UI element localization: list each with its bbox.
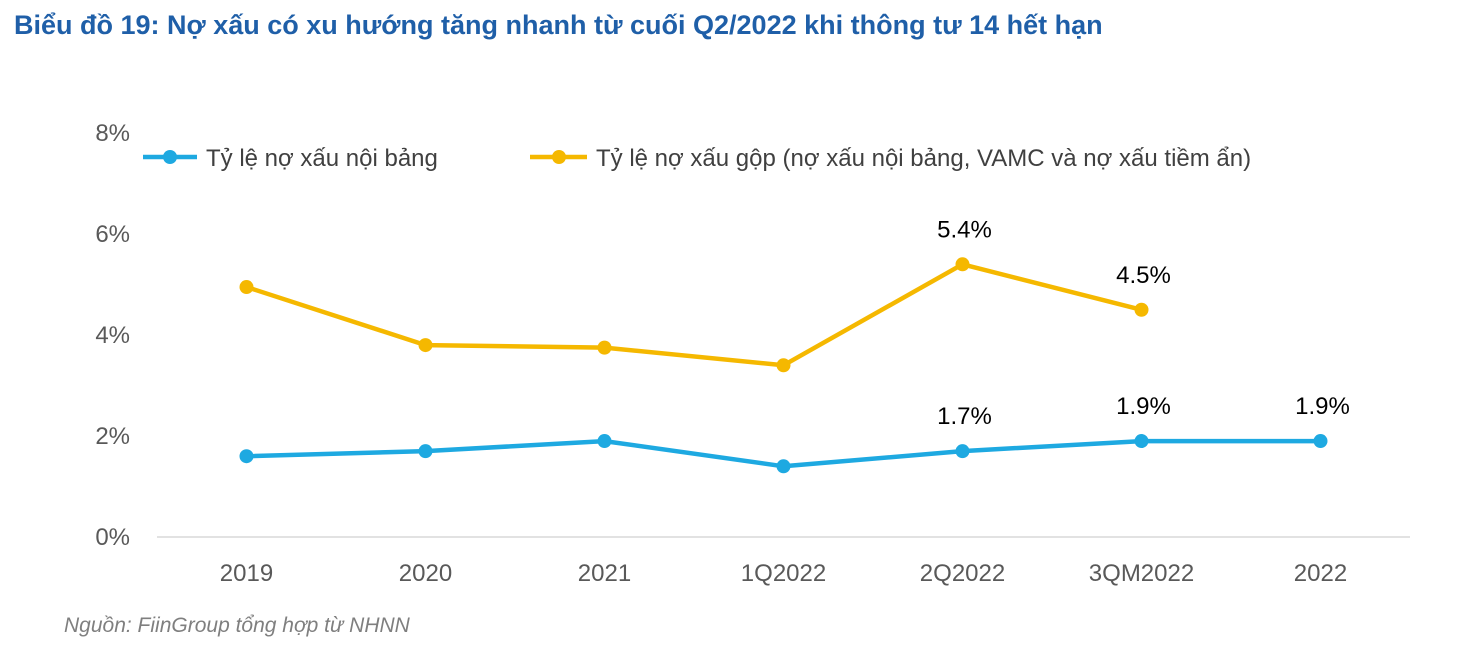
series-group bbox=[239, 257, 1328, 474]
legend-label: Tỷ lệ nợ xấu gộp (nợ xấu nội bảng, VAMC … bbox=[596, 145, 1251, 172]
x-tick-label: 2Q2022 bbox=[920, 560, 1005, 587]
chart-title: Biểu đồ 19: Nợ xấu có xu hướng tăng nhan… bbox=[14, 10, 1103, 40]
data-labels: 1.7% 1.9% 1.9% 5.4% 4.5% bbox=[937, 216, 1350, 430]
data-point bbox=[1313, 434, 1328, 449]
series-line-2 bbox=[245, 262, 1143, 368]
y-tick-label: 0% bbox=[95, 524, 130, 551]
data-point bbox=[597, 434, 612, 449]
y-axis: 0% 2% 4% 6% 8% bbox=[95, 120, 130, 551]
x-tick-label: 2021 bbox=[578, 560, 631, 587]
data-label: 1.9% bbox=[1295, 393, 1350, 420]
x-axis: 2019 2020 2021 1Q2022 2Q2022 3QM2022 2022 bbox=[157, 536, 1410, 587]
y-tick-label: 4% bbox=[95, 322, 130, 349]
legend-marker bbox=[552, 150, 566, 164]
x-tick-label: 3QM2022 bbox=[1089, 560, 1194, 587]
legend: Tỷ lệ nợ xấu nội bảng Tỷ lệ nợ xấu gộp (n… bbox=[143, 145, 1251, 172]
y-tick-label: 6% bbox=[95, 221, 130, 248]
data-point bbox=[418, 444, 433, 459]
x-tick-label: 2019 bbox=[220, 560, 273, 587]
data-label: 5.4% bbox=[937, 216, 992, 243]
data-point bbox=[239, 449, 254, 464]
data-label: 4.5% bbox=[1116, 262, 1171, 289]
data-point bbox=[239, 280, 254, 295]
y-tick-label: 2% bbox=[95, 423, 130, 450]
data-point bbox=[955, 257, 970, 272]
x-tick-label: 2022 bbox=[1294, 560, 1347, 587]
data-point bbox=[418, 338, 433, 353]
legend-label: Tỷ lệ nợ xấu nội bảng bbox=[206, 145, 438, 172]
data-point bbox=[1134, 434, 1149, 449]
x-tick-label: 1Q2022 bbox=[741, 560, 826, 587]
legend-marker bbox=[163, 150, 177, 164]
data-point bbox=[1134, 302, 1149, 317]
data-label: 1.7% bbox=[937, 403, 992, 430]
data-point bbox=[776, 358, 791, 373]
data-label: 1.9% bbox=[1116, 393, 1171, 420]
data-point bbox=[776, 459, 791, 474]
source-note: Nguồn: FiinGroup tổng hợp từ NHNN bbox=[64, 614, 410, 637]
data-point bbox=[955, 444, 970, 459]
y-tick-label: 8% bbox=[95, 120, 130, 147]
data-point bbox=[597, 340, 612, 355]
x-tick-label: 2020 bbox=[399, 560, 452, 587]
